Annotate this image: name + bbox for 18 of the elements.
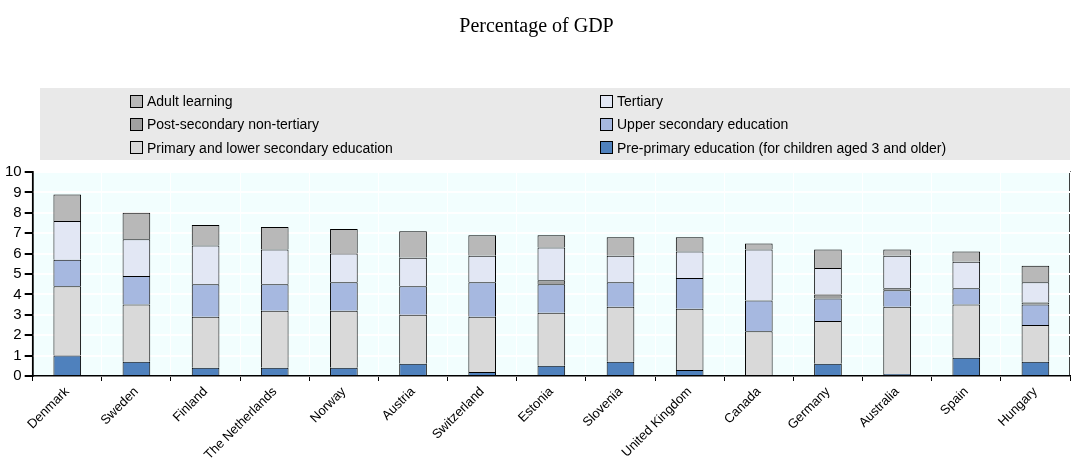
y-tick-label: 5 <box>13 264 22 282</box>
y-tick-label: 4 <box>13 284 22 302</box>
y-tick-label: 7 <box>13 223 22 241</box>
y-tick-label: 0 <box>13 366 22 384</box>
y-tick-label: 2 <box>13 325 22 343</box>
legend-label: Primary and lower secondary education <box>147 139 393 156</box>
legend-label: Adult learning <box>147 93 233 109</box>
legend-label: Tertiary <box>617 93 663 109</box>
y-tick-label: 9 <box>13 182 22 200</box>
y-tick-label: 3 <box>13 304 22 322</box>
y-tick-label: 8 <box>13 202 22 220</box>
y-tick-label: 6 <box>13 243 22 261</box>
chart-title: Percentage of GDP <box>458 13 615 39</box>
legend-label: Upper secondary education <box>617 116 789 133</box>
y-tick-label: 10 <box>5 162 22 180</box>
legend-label: Pre-primary education (for children aged 3 and older) <box>617 139 947 156</box>
legend-label: Post-secondary non-tertiary <box>147 116 319 133</box>
y-tick-label: 1 <box>13 345 22 363</box>
